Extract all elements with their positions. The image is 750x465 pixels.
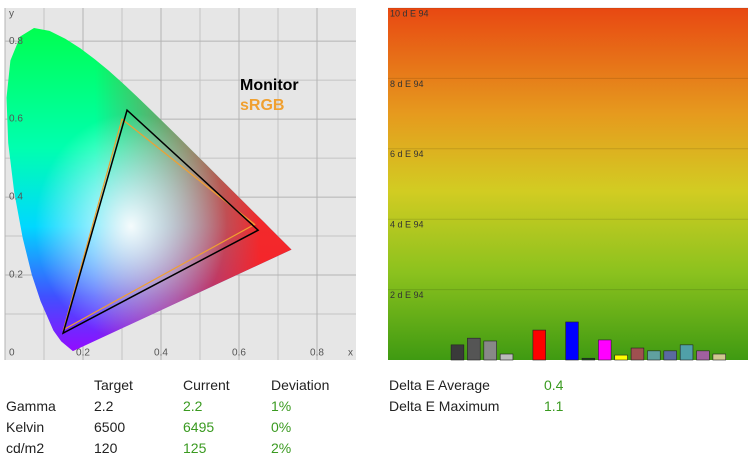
table-cell: 6500 — [94, 419, 126, 435]
y-tick-label: 4 d E 94 — [390, 220, 424, 230]
gamut-triangle — [62, 118, 256, 331]
table-cell: Current — [183, 377, 230, 393]
bar — [581, 357, 596, 361]
table-cell: cd/m2 — [6, 440, 45, 456]
bar — [679, 344, 694, 361]
x-tick-label: 0.2 — [76, 348, 90, 359]
bar — [614, 354, 628, 361]
table-cell: Deviation — [271, 377, 330, 393]
table-cell: 6495 — [183, 419, 215, 435]
x-tick-label: 0.8 — [310, 348, 324, 359]
table-cell: 2.2 — [94, 398, 114, 414]
table-cell: Gamma — [6, 398, 56, 414]
x-tick-label: 0 — [9, 348, 15, 359]
legend-entry: sRGB — [240, 97, 284, 114]
delta-e-plot-area — [388, 8, 748, 360]
bar — [499, 353, 514, 361]
y-tick-label: 0.2 — [9, 270, 23, 281]
y-tick-label: 2 d E 94 — [390, 290, 424, 300]
bar — [712, 353, 726, 361]
table-cell: 2.2 — [183, 398, 203, 414]
y-tick-label: 8 d E 94 — [390, 79, 424, 89]
x-tick-label: 0.6 — [232, 348, 246, 359]
y-tick-label: 6 d E 94 — [390, 149, 424, 159]
y-tick-label: 0.8 — [9, 36, 23, 47]
table-cell: Target — [94, 377, 133, 393]
table-cell: 0.4 — [544, 377, 564, 393]
charts: 0 0.2 0.4 0.6 0.8 0.2 0.4 0.6 0.8 x y Monitor sRGB 2 … — [4, 7, 748, 361]
table-cell: 2% — [271, 440, 292, 456]
bar — [630, 347, 645, 361]
y-tick-label: 0.6 — [9, 114, 23, 125]
table-cell: 125 — [183, 440, 207, 456]
table-cell: Delta E Maximum — [389, 398, 500, 414]
table-cell: Delta E Average — [389, 377, 490, 393]
bar — [696, 350, 710, 361]
gamut-triangle — [61, 108, 260, 335]
bar — [565, 321, 579, 361]
legend-entry: Monitor — [240, 77, 299, 94]
y-tick-label: 10 d E 94 — [390, 8, 429, 18]
table-cell: 120 — [94, 440, 118, 456]
table-cell: Kelvin — [6, 419, 45, 435]
y-axis-label: y — [9, 9, 14, 20]
bar — [663, 350, 677, 361]
table-cell: 1.1 — [544, 398, 564, 414]
bar — [598, 339, 612, 361]
bar — [467, 337, 481, 361]
table-cell: 1% — [271, 398, 292, 414]
bar — [532, 329, 546, 361]
y-tick-label: 0.4 — [9, 192, 23, 203]
bar — [647, 350, 661, 361]
bar — [450, 344, 465, 361]
x-tick-label: 0.4 — [154, 348, 168, 359]
bar — [483, 340, 497, 361]
x-axis-label: x — [348, 348, 353, 359]
table-cell: 0% — [271, 419, 292, 435]
